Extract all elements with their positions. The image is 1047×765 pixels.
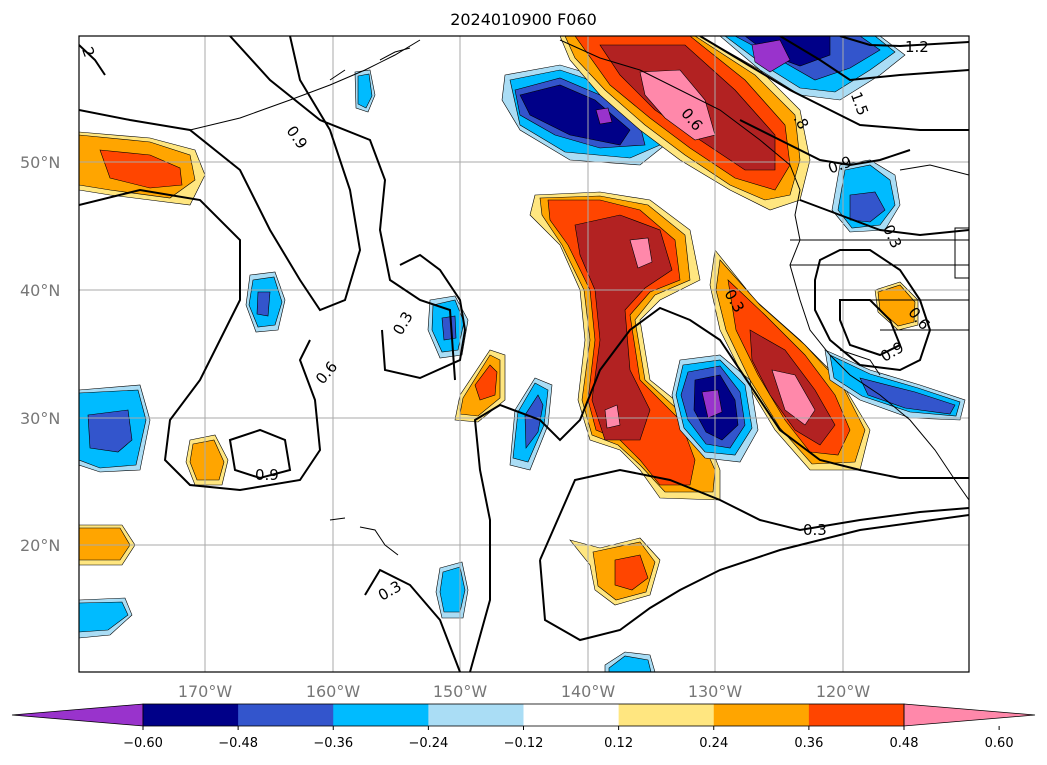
colorbar-segment <box>713 704 810 726</box>
colorbar-segment <box>428 704 524 726</box>
colorbar-tick-label: 0.12 <box>604 736 633 751</box>
contour-label: 0.3 <box>803 521 827 539</box>
lon-label-170w: 170°W <box>178 682 233 701</box>
colorbar-tick-label: 0.60 <box>985 736 1014 751</box>
lon-label-140w: 140°W <box>561 682 616 701</box>
shaded-anomaly-field <box>79 36 966 672</box>
lon-label-160w: 160°W <box>306 682 361 701</box>
lon-label-130w: 130°W <box>688 682 743 701</box>
colorbar-segment <box>808 704 905 726</box>
contour-label: 1.2 <box>905 38 929 56</box>
colorbar-segment <box>143 704 239 726</box>
lon-label-120w: 120°W <box>816 682 871 701</box>
colorbar-segment <box>523 704 620 726</box>
colorbar-tick-label: −0.60 <box>123 736 163 751</box>
lat-label-50n: 50°N <box>20 153 60 172</box>
map-plot-area: 1.2 1.5 .8 0.9 0.9 0.6 0.3 0.6 0.9 0.3 0… <box>79 36 969 672</box>
plot-title: 2024010900 F060 <box>450 10 597 29</box>
colorbar-tick-label: 0.48 <box>890 736 919 751</box>
colorbar-tick-label: −0.24 <box>408 736 448 751</box>
colorbar-segment <box>238 704 334 726</box>
coastlines <box>189 39 969 556</box>
graticule <box>79 36 969 672</box>
colorbar-tick-label: −0.36 <box>313 736 353 751</box>
latitude-labels: 50°N 40°N 30°N 20°N <box>20 153 60 555</box>
colorbar-segment <box>618 704 715 726</box>
colorbar-tick-label: −0.12 <box>504 736 544 751</box>
lon-label-150w: 150°W <box>433 682 488 701</box>
contour-lines <box>79 36 969 672</box>
lat-label-20n: 20°N <box>20 536 60 555</box>
colorbar-tick-label: 0.24 <box>699 736 728 751</box>
plot-frame <box>78 35 970 673</box>
colorbar-extend-high <box>903 703 1036 727</box>
lat-label-30n: 30°N <box>20 409 60 428</box>
colorbar-tick-label: −0.48 <box>218 736 258 751</box>
colorbar-extend-low <box>11 703 144 727</box>
colorbar: −0.60 −0.48 −0.36 −0.24 −0.12 0.12 0.24 0.36 0.4… <box>11 703 1036 751</box>
colorbar-segment <box>333 704 429 726</box>
contour-label: 0.9 <box>255 466 279 484</box>
longitude-labels: 170°W 160°W 150°W 140°W 130°W 120°W <box>178 682 871 701</box>
colorbar-tick-label: 0.36 <box>794 736 823 751</box>
lat-label-40n: 40°N <box>20 281 60 300</box>
